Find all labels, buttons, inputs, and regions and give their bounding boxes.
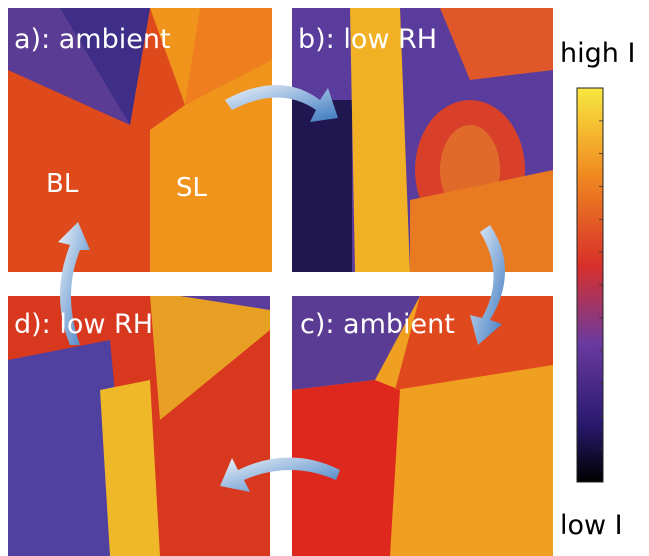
colorbar-label: low I (560, 510, 623, 541)
figure: a): ambient b): low RH c): ambient d): l… (0, 0, 649, 556)
colorbar-label: high I (560, 38, 635, 69)
panel-label: b): low RH (298, 24, 437, 55)
panel-label: a): ambient (14, 24, 171, 55)
region-label: BL (46, 169, 79, 199)
panel-label: d): low RH (14, 309, 153, 340)
region-label: SL (176, 173, 208, 203)
panel-label: c): ambient (300, 309, 455, 340)
